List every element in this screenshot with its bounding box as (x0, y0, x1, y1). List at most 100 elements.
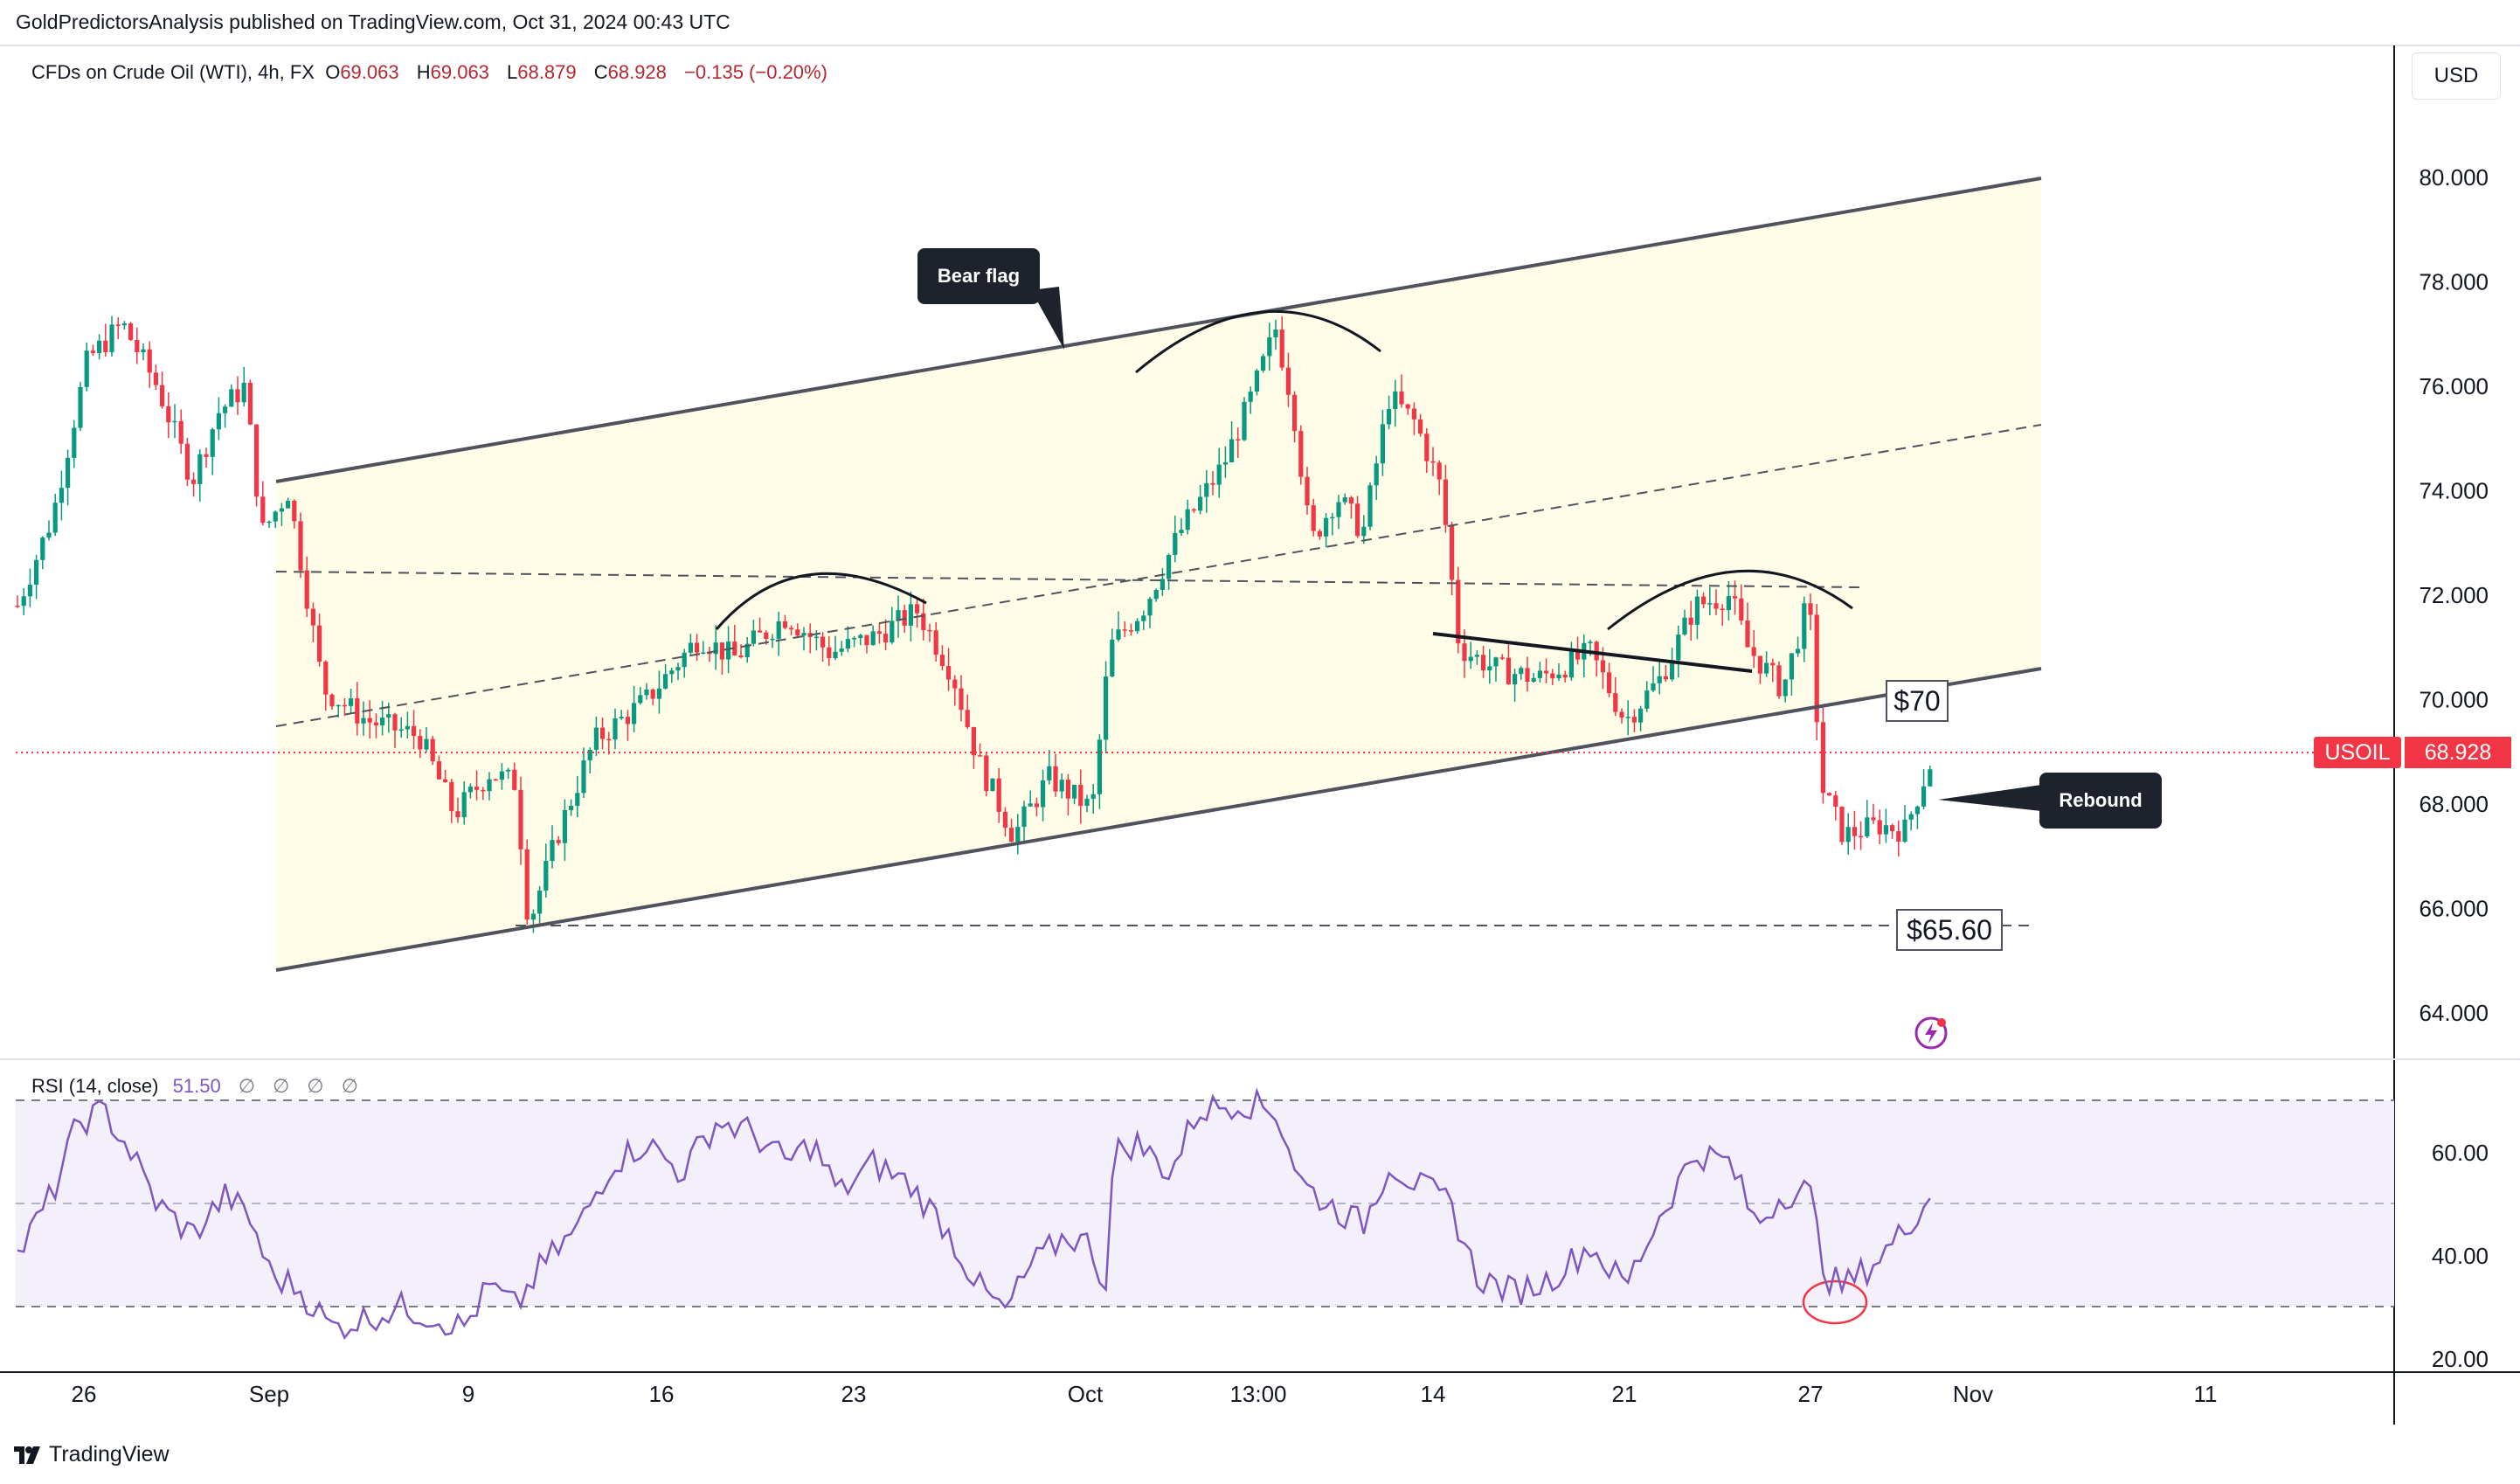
time-tick-label: 9 (462, 1381, 474, 1407)
candle-body (66, 457, 71, 489)
rsi-legend[interactable]: RSI (14, close) 51.50 ∅ ∅ ∅ ∅ (31, 1075, 358, 1098)
candle-body (1242, 401, 1247, 440)
candle-body (902, 610, 907, 626)
candle-body (782, 621, 787, 628)
candle-body (178, 420, 183, 444)
candle-body (959, 688, 964, 711)
candle-body (606, 739, 612, 741)
time-axis[interactable]: 26 Sep 9 16 23 Oct 13:00 14 21 27 Nov 11 (72, 1381, 2218, 1407)
candle-body (1116, 629, 1121, 640)
candle-body (1273, 329, 1278, 338)
candle-body (418, 736, 423, 750)
rebound-pointer (1938, 785, 2041, 811)
candle-body (1481, 655, 1486, 671)
candle-body (1336, 502, 1341, 517)
price-tick-label: 78.000 (2419, 269, 2489, 295)
candle-body (1833, 795, 1838, 808)
candle-body (474, 787, 480, 790)
candle-body (1594, 641, 1599, 661)
candle-body (864, 635, 869, 646)
candle-body (1236, 439, 1241, 441)
candle-body (1034, 803, 1039, 808)
candle-body (1298, 431, 1304, 477)
symbol-name: CFDs on Crude Oil (WTI), 4h, FX (31, 61, 315, 83)
footer-brand[interactable]: TradingView (12, 1442, 170, 1467)
lightning-icon[interactable] (1914, 1016, 1949, 1051)
candle-body (1493, 657, 1499, 667)
candle-body (216, 413, 221, 430)
arc-top-1 (715, 572, 927, 630)
candle-body (1694, 596, 1700, 625)
candle-body (1600, 660, 1605, 673)
candle-body (235, 389, 240, 403)
rsi-axis[interactable]: 60.00 40.00 20.00 (2432, 1140, 2489, 1372)
candle-body (827, 647, 832, 659)
candle-body (644, 689, 649, 696)
candle-body (1914, 806, 1920, 815)
candle-body (625, 717, 630, 725)
candle-body (1160, 579, 1165, 590)
candle-body (1625, 717, 1630, 718)
time-tick-label: 13:00 (1229, 1381, 1286, 1407)
candle-body (726, 641, 731, 660)
candle-body (298, 521, 303, 571)
channel-fill (276, 178, 2041, 970)
level-70-label[interactable]: $70 (1886, 680, 1949, 722)
candle-body (443, 779, 448, 782)
candle-body (1814, 614, 1819, 723)
candle-body (1890, 825, 1895, 832)
candle-body (695, 642, 700, 653)
rsi-nan-3: ∅ (307, 1075, 324, 1097)
candle-body (524, 849, 530, 920)
candle-body (833, 651, 838, 659)
candle-body (1141, 615, 1146, 621)
candle-body (1450, 524, 1455, 580)
candle-body (613, 718, 618, 740)
rsi-nan-2: ∅ (273, 1075, 290, 1097)
candle-body (952, 679, 958, 689)
candle-body (1041, 780, 1046, 808)
candle-body (279, 508, 284, 512)
candle-body (1613, 693, 1618, 712)
price-axis[interactable]: 80.000 78.000 76.000 74.000 72.000 70.000 68.0… (2419, 164, 2489, 1026)
low-label: L (507, 61, 518, 83)
candle-body (1267, 337, 1272, 357)
candle-body (286, 500, 291, 509)
level-6560-label[interactable]: $65.60 (1896, 909, 2003, 951)
candle-body (223, 406, 228, 413)
candle-body (90, 350, 95, 354)
candle-body (40, 537, 45, 560)
bear-flag-callout[interactable]: Bear flag (917, 248, 1040, 304)
candle-body (392, 714, 398, 731)
candle-body (1644, 690, 1650, 709)
candle-body (1229, 439, 1235, 462)
candle-body (1562, 674, 1568, 678)
candle-body (367, 718, 372, 723)
candle-body (166, 406, 171, 423)
candle-body (1367, 485, 1373, 527)
candle-body (1311, 505, 1316, 531)
candle-body (1462, 643, 1467, 662)
candle-body (1827, 793, 1832, 796)
candle-body (1015, 827, 1021, 843)
rebound-callout[interactable]: Rebound (2039, 773, 2162, 829)
candle-body (738, 655, 744, 658)
candle-body (1657, 676, 1662, 683)
candle-body (1871, 817, 1876, 821)
currency-button[interactable]: USD (2412, 52, 2501, 100)
candle-body (329, 694, 335, 707)
low-value: 68.879 (517, 61, 577, 83)
candle-body (1676, 635, 1681, 661)
candle-body (751, 630, 756, 644)
candle-body (292, 500, 297, 522)
candle-body (1688, 617, 1693, 625)
candle-body (852, 638, 857, 640)
candle-body (487, 779, 492, 792)
change-value: −0.135 (−0.20%) (684, 61, 827, 83)
candle-body (1556, 674, 1561, 679)
symbol-legend[interactable]: CFDs on Crude Oil (WTI), 4h, FX O69.063 … (31, 61, 827, 84)
candle-body (1670, 660, 1675, 680)
candle-body (996, 778, 1001, 812)
rsi-tick-label: 20.00 (2432, 1346, 2489, 1372)
